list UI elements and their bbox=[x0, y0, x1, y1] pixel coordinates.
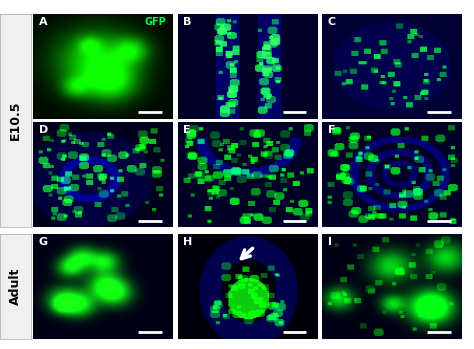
Text: C: C bbox=[328, 17, 336, 27]
Text: E10.5: E10.5 bbox=[9, 101, 22, 140]
Text: H: H bbox=[183, 237, 192, 247]
Text: A: A bbox=[39, 17, 47, 27]
Text: GFP: GFP bbox=[144, 17, 166, 27]
Text: F: F bbox=[328, 125, 336, 135]
Text: D: D bbox=[39, 125, 48, 135]
Text: Adult: Adult bbox=[9, 267, 22, 305]
Text: G: G bbox=[39, 237, 48, 247]
Text: E: E bbox=[183, 125, 191, 135]
Text: I: I bbox=[328, 237, 332, 247]
Text: B: B bbox=[183, 17, 191, 27]
